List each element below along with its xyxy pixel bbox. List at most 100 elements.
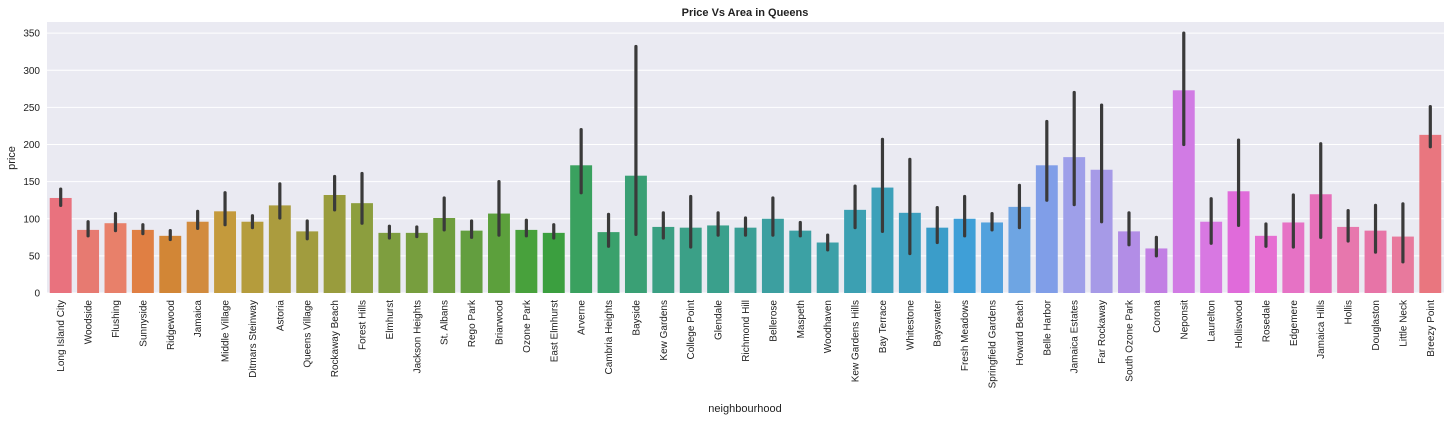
x-tick-label: South Ozone Park — [1124, 299, 1135, 382]
bar — [707, 225, 730, 293]
x-tick-label: Ridgewood — [166, 300, 177, 350]
x-tick-label: East Elmhurst — [549, 300, 560, 362]
bar — [323, 194, 346, 293]
x-tick-label: Far Rockaway — [1097, 300, 1108, 364]
bar — [1008, 206, 1031, 293]
y-axis-label: price — [6, 146, 18, 170]
x-tick-label: Arverne — [577, 300, 588, 335]
bar — [542, 232, 565, 293]
x-tick-label: Middle Village — [221, 300, 232, 363]
x-tick-label: Laurelton — [1207, 300, 1218, 342]
bar — [241, 221, 264, 293]
bar — [488, 213, 510, 293]
bar — [1282, 222, 1305, 293]
bar — [104, 223, 127, 293]
bar — [789, 230, 812, 293]
x-tick-label: Bellerose — [768, 300, 779, 342]
bar — [214, 211, 237, 293]
y-tick-labels: 0 50 100 150 200 250 300 350 — [23, 29, 40, 300]
x-tick-label: Jamaica — [193, 300, 204, 338]
x-tick-label: Bayside — [631, 300, 642, 336]
y-tick-label: 300 — [23, 66, 40, 77]
x-tick-label: Ditmars Steinway — [248, 300, 259, 378]
bar — [460, 230, 483, 293]
bar — [1172, 90, 1195, 293]
y-tick-label: 50 — [29, 251, 41, 262]
bar — [1035, 165, 1058, 293]
x-tick-label: Cambria Heights — [604, 300, 615, 374]
y-tick-label: 250 — [23, 103, 40, 114]
bar — [1200, 221, 1223, 293]
bar — [652, 226, 675, 293]
x-tick-label: Long Island City — [56, 300, 67, 372]
x-tick-label: Rosedale — [1261, 300, 1272, 343]
x-tick-label: Flushing — [111, 300, 122, 338]
y-tick-label: 200 — [23, 140, 40, 151]
bar — [49, 197, 72, 293]
x-tick-label: Forest Hills — [358, 300, 369, 350]
bar — [131, 229, 154, 293]
x-tick-label: Holliswood — [1234, 300, 1245, 348]
x-tick-label: Jamaica Estates — [1070, 300, 1081, 373]
x-tick-label: Corona — [1152, 300, 1163, 333]
x-tick-label: Glendale — [714, 300, 725, 340]
bar — [570, 165, 593, 293]
x-tick-label: Elmhurst — [385, 300, 396, 340]
x-tick-label: Briarwood — [494, 300, 505, 345]
y-tick-label: 100 — [23, 214, 40, 225]
x-tick-label: Whitestone — [905, 300, 916, 350]
x-tick-label: Kew Gardens Hills — [851, 300, 862, 382]
bar — [433, 218, 456, 293]
x-tick-label: Howard Beach — [1015, 300, 1026, 366]
chart-title: Price Vs Area in Queens — [682, 7, 809, 19]
bar — [1254, 235, 1277, 293]
bar — [926, 227, 949, 293]
bar — [981, 222, 1003, 293]
x-tick-label: Jackson Heights — [412, 300, 423, 373]
bar — [159, 235, 182, 293]
x-axis-label: neighbourhood — [708, 403, 781, 415]
x-tick-label: Breezy Point — [1426, 300, 1437, 357]
x-tick-label: Woodhaven — [823, 300, 834, 353]
x-tick-label: Fresh Meadows — [960, 300, 971, 371]
bar — [378, 232, 401, 293]
bar — [761, 218, 784, 293]
x-tick-label: Woodside — [84, 300, 95, 345]
x-tick-label: Belle Harbor — [1042, 299, 1053, 355]
bar — [186, 221, 209, 293]
bar — [351, 203, 373, 293]
bar — [1419, 134, 1442, 293]
bar — [268, 205, 291, 293]
x-tick-label: Maspeth — [796, 300, 807, 338]
x-tick-label: Hollis — [1344, 300, 1355, 324]
bar — [871, 187, 894, 293]
bar — [515, 229, 538, 293]
x-tick-label: Neponsit — [1179, 300, 1190, 340]
bar — [597, 232, 620, 293]
x-tick-label: Rego Park — [467, 299, 478, 347]
bar — [1364, 230, 1387, 293]
x-tick-label: Richmond Hill — [741, 300, 752, 362]
x-tick-label: Bay Terrace — [878, 300, 889, 354]
bar — [405, 232, 428, 293]
x-tick-label: Ozone Park — [522, 299, 533, 353]
x-tick-label: Astoria — [275, 300, 286, 332]
error-bars — [59, 31, 1432, 264]
bar — [296, 231, 319, 293]
x-tick-label: Springfield Gardens — [988, 300, 999, 388]
y-tick-label: 150 — [23, 177, 40, 188]
bar — [844, 209, 867, 293]
x-tick-label: Douglaston — [1371, 300, 1382, 351]
y-tick-label: 0 — [34, 289, 40, 300]
x-tick-label: Kew Gardens — [659, 300, 670, 361]
bar — [1337, 226, 1360, 293]
x-tick-label: St. Albans — [440, 300, 451, 345]
bar — [1391, 236, 1414, 293]
x-tick-label: Edgemere — [1289, 300, 1300, 347]
x-tick-label: Sunnyside — [138, 300, 149, 347]
x-tick-label: Little Neck — [1398, 299, 1409, 347]
x-tick-label: Bayswater — [933, 299, 944, 346]
x-tick-label: Rockaway Beach — [330, 300, 341, 377]
x-tick-label: Jamaica Hills — [1316, 300, 1327, 359]
